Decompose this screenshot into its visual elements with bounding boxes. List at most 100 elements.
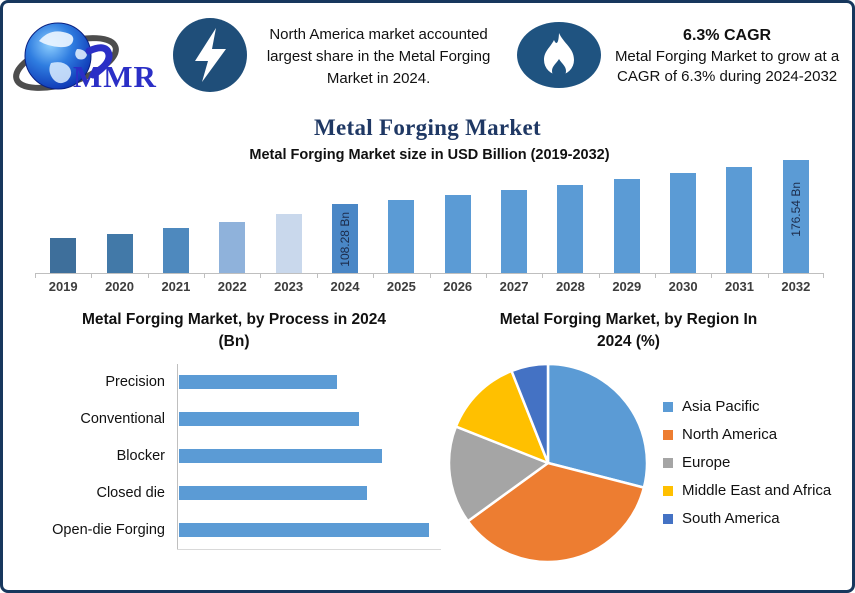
legend-marker	[663, 401, 673, 412]
axis-tick	[147, 274, 149, 278]
process-track	[177, 511, 441, 549]
axis-tick	[767, 274, 769, 278]
bar-2022	[219, 221, 246, 273]
process-row-closed-die: Closed die	[27, 474, 441, 512]
axis-tick	[204, 274, 206, 278]
legend-item-middle-east-and-africa: Middle East and Africa	[663, 482, 831, 499]
bar-column-2032: 176.54 Bn	[768, 155, 824, 273]
bar-2023	[275, 214, 302, 273]
axis-tick	[260, 274, 262, 278]
process-row-conventional: Conventional	[27, 400, 441, 438]
legend-label: Asia Pacific	[682, 398, 760, 416]
pie-slice-asia-pacific	[546, 362, 649, 489]
axis-tick	[35, 274, 36, 278]
bar-2020	[106, 234, 133, 273]
legend-label: Middle East and Africa	[682, 482, 832, 500]
legend-label: South America	[682, 510, 780, 528]
process-row-precision: Precision	[27, 363, 441, 401]
bar-column-2028	[542, 155, 598, 273]
bar-value-label-2032: 176.54 Bn	[788, 181, 803, 237]
region-pie	[447, 362, 649, 564]
mmr-logo: MMR	[11, 11, 163, 103]
legend-marker	[663, 485, 673, 496]
bar-column-2031	[711, 155, 767, 273]
x-tick-label-2031: 2031	[725, 279, 754, 294]
bar-2025	[388, 199, 415, 273]
lightning-icon	[171, 16, 249, 99]
process-label: Blocker	[116, 448, 165, 465]
bar-column-2029	[599, 155, 655, 273]
axis-tick	[429, 274, 431, 278]
process-chart-title-line1: Metal Forging Market, by Process in 2024	[81, 311, 387, 328]
bottom-charts: Metal Forging Market, by Process in 2024…	[3, 309, 852, 566]
market-size-x-axis: 2019 2020 2021 2022 2023 2024 2025 2026 2027 2028…	[35, 273, 824, 297]
bar-column-2025	[373, 155, 429, 273]
legend-label: North America	[682, 426, 778, 444]
bar-column-2022	[204, 155, 260, 273]
x-tick-label-2027: 2027	[499, 279, 529, 294]
x-tick-label-2029: 2029	[612, 279, 642, 294]
legend-marker	[663, 429, 673, 440]
process-bar	[179, 375, 337, 390]
x-tick-label-2025: 2025	[386, 279, 416, 294]
process-track	[177, 363, 441, 401]
legend-item-south-america: South America	[663, 510, 831, 527]
pie-slice-middle-east-and-africa	[454, 369, 550, 465]
x-tick-label-2023: 2023	[274, 279, 304, 294]
x-tick-label-2022: 2022	[217, 279, 247, 294]
process-track	[177, 400, 441, 438]
bar-2031	[726, 167, 753, 273]
region-chart-title: Metal Forging Market, by Region In 2024 …	[441, 309, 846, 354]
x-tick-label-2032: 2032	[781, 279, 811, 294]
market-size-plot: 108.28 Bn 176.54 Bn	[35, 155, 824, 273]
process-x-axis-line	[177, 548, 441, 550]
region-chart-title-line2: 2024 (%)	[597, 333, 660, 351]
region-chart-title-line1: Metal Forging Market, by Region In	[499, 311, 758, 328]
legend-marker	[663, 457, 673, 468]
axis-tick	[654, 274, 656, 278]
flame-icon	[516, 21, 602, 94]
process-label: Open-die Forging	[52, 522, 165, 539]
x-tick-label-2028: 2028	[555, 279, 585, 294]
bar-column-2020	[91, 155, 147, 273]
bar-2029	[613, 179, 640, 273]
axis-tick	[542, 274, 544, 278]
process-bar	[179, 523, 429, 538]
axis-tick	[485, 274, 487, 278]
x-tick-label-2021: 2021	[161, 279, 191, 294]
axis-tick	[91, 274, 93, 278]
pie-slice-south-america	[510, 362, 550, 465]
region-legend: Asia Pacific North America Europe Middle Ea…	[663, 387, 831, 538]
pie-slice-europe	[447, 425, 550, 523]
x-tick-label-2026: 2026	[443, 279, 473, 294]
process-chart: Metal Forging Market, by Process in 2024…	[3, 309, 441, 566]
process-plot: Precision Conventional Blocker Closed die Op…	[27, 363, 441, 549]
process-bar	[179, 412, 359, 427]
cagr-text: Metal Forging Market to grow at a CAGR o…	[614, 47, 840, 85]
region-chart: Metal Forging Market, by Region In 2024 …	[441, 309, 852, 566]
bar-2032	[782, 160, 809, 273]
logo-wordmark: MMR	[73, 59, 157, 94]
bar-2024	[331, 203, 358, 273]
bar-2019	[50, 237, 77, 273]
bar-column-2019	[35, 155, 91, 273]
market-size-chart-title: Metal Forging Market size in USD Billion…	[249, 147, 610, 163]
axis-tick	[316, 274, 318, 278]
bar-2021	[162, 228, 189, 273]
axis-tick	[598, 274, 600, 278]
legend-item-asia-pacific: Asia Pacific	[663, 398, 831, 415]
bar-column-2023	[260, 155, 316, 273]
legend-item-north-america: North America	[663, 426, 831, 443]
process-label: Closed die	[96, 485, 165, 502]
bar-column-2024: 108.28 Bn	[317, 155, 373, 273]
bar-column-2030	[655, 155, 711, 273]
x-tick-label-2019: 2019	[48, 279, 78, 294]
bar-column-2021	[148, 155, 204, 273]
legend-marker	[663, 513, 673, 524]
process-track	[177, 474, 441, 512]
market-size-chart: Metal Forging Market size in USD Billion…	[35, 145, 824, 297]
bar-2028	[557, 184, 584, 273]
legend-label: Europe	[682, 454, 731, 472]
highlight-north-america-text: North America market accounted largest s…	[266, 26, 491, 87]
